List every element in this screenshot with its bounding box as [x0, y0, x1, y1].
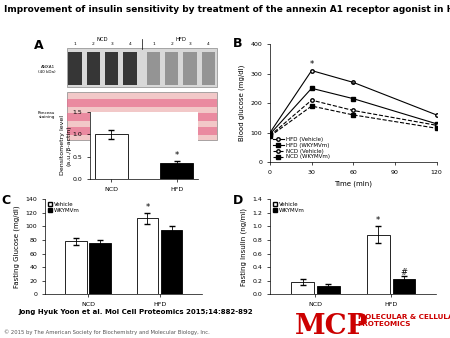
Text: 1: 1	[152, 42, 155, 46]
Text: B: B	[234, 37, 243, 50]
Bar	[68, 52, 82, 84]
Bar	[90, 243, 111, 294]
Bar	[160, 163, 193, 179]
Text: A: A	[33, 39, 43, 52]
Bar	[137, 218, 158, 294]
Line: NCD (Vehicle): NCD (Vehicle)	[268, 98, 438, 137]
Text: ANXA1
(40 kDa): ANXA1 (40 kDa)	[37, 65, 55, 74]
NCD (Vehicle)	[434, 123, 439, 127]
Bar	[147, 52, 160, 84]
NCD (Vehicle)	[351, 108, 356, 113]
Text: C: C	[1, 194, 10, 207]
Bar	[105, 52, 118, 84]
Text: #: #	[400, 268, 407, 277]
NCD (WKYMVm)	[309, 104, 314, 108]
HFD (Vehicle)	[309, 69, 314, 73]
HFD (WKYMVm)	[434, 122, 439, 126]
Text: *: *	[175, 151, 179, 161]
Bar	[65, 241, 86, 294]
Line: HFD (WKYMVm): HFD (WKYMVm)	[268, 87, 438, 136]
Text: MCP: MCP	[295, 313, 368, 338]
Bar	[67, 127, 217, 135]
Bar	[367, 235, 390, 294]
Text: 3: 3	[189, 42, 191, 46]
Y-axis label: Blood glucose (mg/dl): Blood glucose (mg/dl)	[238, 65, 245, 141]
Text: *: *	[310, 60, 314, 69]
Bar	[87, 52, 100, 84]
Text: 2: 2	[171, 42, 173, 46]
Bar	[67, 113, 217, 121]
Text: D: D	[234, 194, 243, 207]
Text: *: *	[376, 216, 380, 225]
HFD (Vehicle)	[267, 130, 273, 135]
Bar	[392, 279, 415, 294]
Text: Ponceau
staining: Ponceau staining	[38, 111, 55, 119]
NCD (WKYMVm)	[267, 134, 273, 138]
HFD (Vehicle)	[434, 113, 439, 117]
Bar	[67, 48, 217, 87]
Bar	[165, 52, 178, 84]
HFD (WKYMVm)	[309, 86, 314, 90]
NCD (Vehicle)	[309, 98, 314, 102]
NCD (WKYMVm)	[351, 113, 356, 117]
Line: NCD (WKYMVm): NCD (WKYMVm)	[268, 104, 438, 138]
Bar	[317, 286, 340, 294]
Text: *: *	[145, 203, 149, 212]
Legend: HFD (Vehicle), HFD (WKYMVm), NCD (Vehicle), NCD (WKYMVm): HFD (Vehicle), HFD (WKYMVm), NCD (Vehicl…	[273, 137, 329, 160]
Legend: Vehicle, WKYMVm: Vehicle, WKYMVm	[48, 202, 80, 213]
X-axis label: Time (min): Time (min)	[334, 180, 372, 187]
Legend: Vehicle, WKYMVm: Vehicle, WKYMVm	[273, 202, 305, 213]
NCD (Vehicle)	[267, 134, 273, 138]
Bar	[161, 230, 182, 294]
Text: HFD: HFD	[176, 37, 186, 42]
NCD (WKYMVm)	[434, 126, 439, 130]
HFD (WKYMVm)	[267, 132, 273, 136]
Bar	[184, 52, 197, 84]
Bar	[67, 99, 217, 107]
Line: HFD (Vehicle): HFD (Vehicle)	[268, 69, 438, 135]
HFD (WKYMVm)	[351, 97, 356, 101]
Bar	[202, 52, 215, 84]
Text: © 2015 by The American Society for Biochemistry and Molecular Biology, Inc.: © 2015 by The American Society for Bioch…	[4, 330, 210, 335]
Text: 4: 4	[207, 42, 210, 46]
Y-axis label: Fasting Glucose (mg/dl): Fasting Glucose (mg/dl)	[14, 206, 20, 288]
Text: *: *	[351, 81, 356, 90]
Bar	[67, 92, 217, 140]
HFD (Vehicle)	[351, 80, 356, 84]
Bar	[291, 282, 314, 294]
Text: Jong Hyuk Yoon et al. Mol Cell Proteomics 2015;14:882-892: Jong Hyuk Yoon et al. Mol Cell Proteomic…	[18, 309, 252, 315]
Text: 1: 1	[74, 42, 76, 46]
Text: MOLECULAR & CELLULAR
PROTEOMICS: MOLECULAR & CELLULAR PROTEOMICS	[358, 314, 450, 327]
Y-axis label: Densitometry level
(a.u./β-actin): Densitometry level (a.u./β-actin)	[60, 115, 71, 175]
Bar	[123, 52, 137, 84]
Y-axis label: Fasting Insulin (ng/ml): Fasting Insulin (ng/ml)	[240, 208, 247, 286]
Text: 3: 3	[110, 42, 113, 46]
Bar	[95, 134, 128, 179]
Text: NCD: NCD	[97, 37, 108, 42]
Text: Improvement of insulin sensitivity by treatment of the annexin A1 receptor agoni: Improvement of insulin sensitivity by tr…	[4, 5, 450, 14]
Text: 4: 4	[129, 42, 131, 46]
Text: 2: 2	[92, 42, 95, 46]
